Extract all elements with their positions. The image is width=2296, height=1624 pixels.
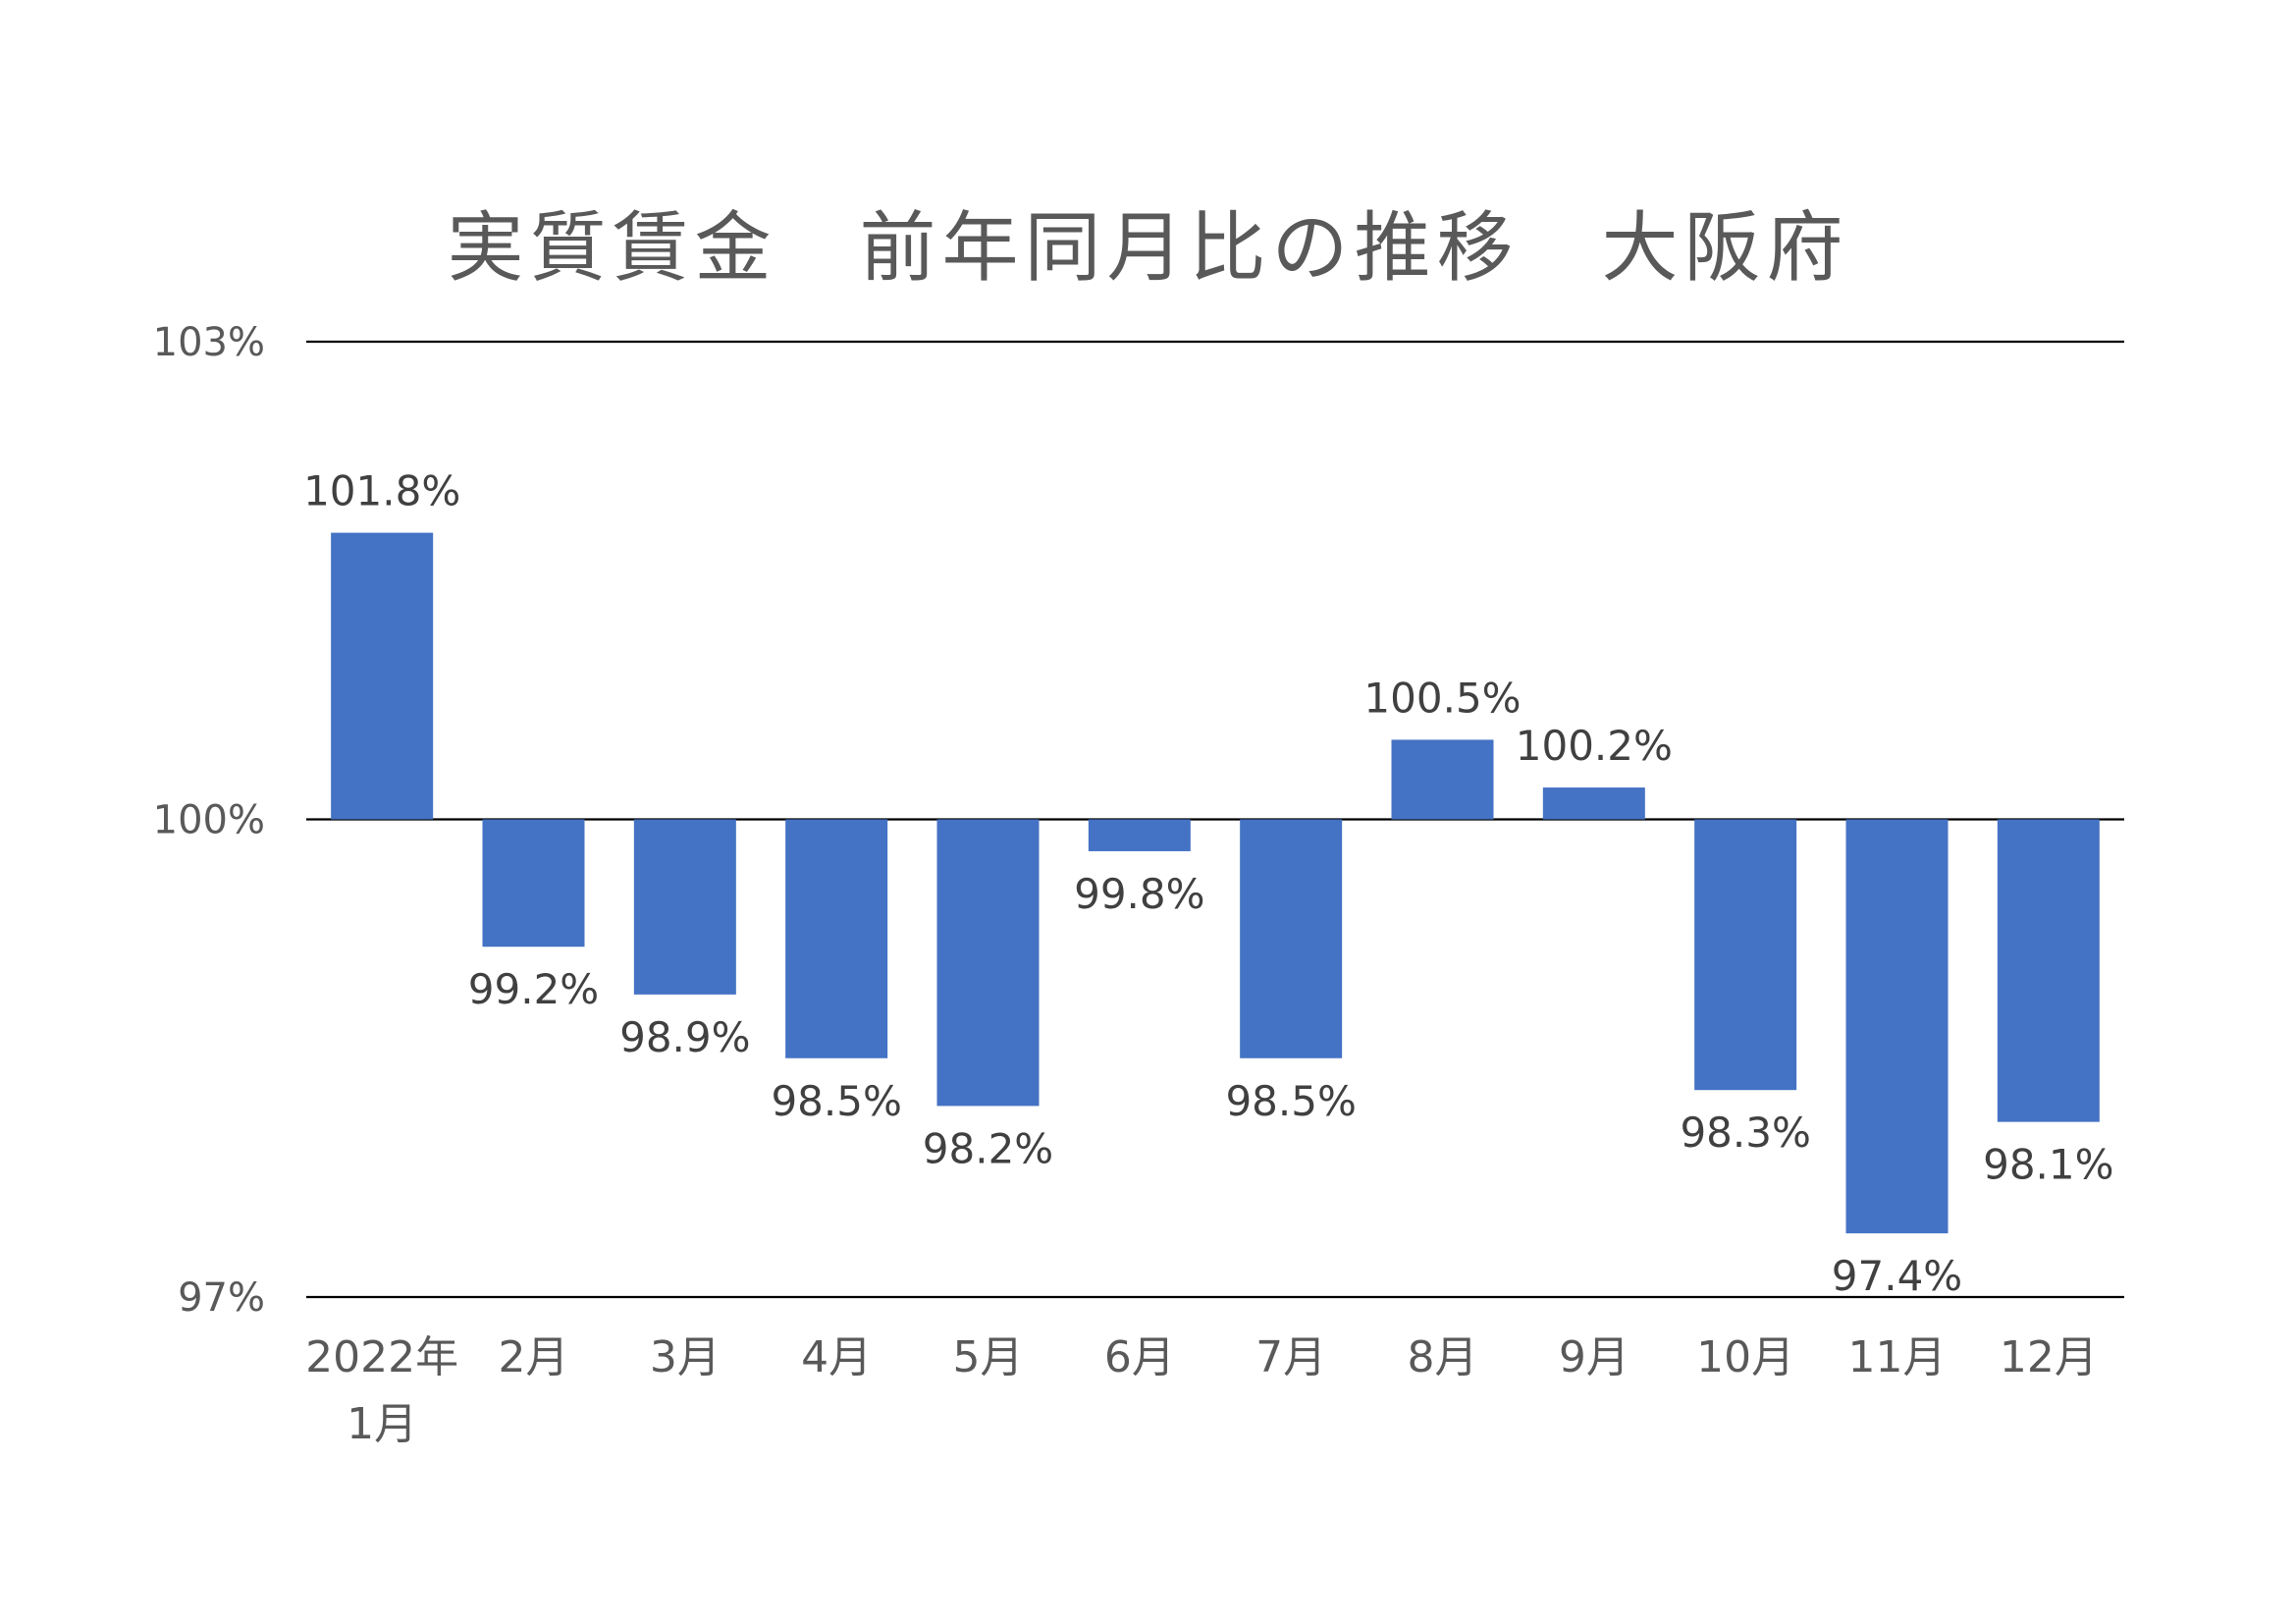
y-tick-label: 103% <box>153 320 265 365</box>
bar <box>1088 819 1191 851</box>
y-axis-ticks: 103% 100% 97% <box>153 320 265 1321</box>
data-label: 100.2% <box>1516 722 1673 770</box>
bar <box>1845 819 1949 1234</box>
data-label: 98.9% <box>619 1013 750 1061</box>
bars <box>331 532 2100 1234</box>
x-tick-label: 4月 <box>801 1332 872 1382</box>
chart-title: 実質賃金 前年同月比の推移 大阪府 <box>447 204 1849 293</box>
bar <box>1997 819 2100 1122</box>
y-tick-label: 100% <box>153 798 265 843</box>
bar <box>936 819 1040 1107</box>
data-label: 99.2% <box>468 965 599 1013</box>
bar <box>331 532 434 820</box>
gridlines <box>306 340 2124 1299</box>
x-axis-ticks: 2022年 1月 2月 3月 4月 5月 6月 7月 8月 9月 10月 11月 12月 <box>305 1332 2098 1449</box>
data-label: 100.5% <box>1363 674 1521 722</box>
x-tick-label: 12月 <box>2000 1332 2098 1382</box>
x-tick-label: 2022年 <box>305 1332 458 1382</box>
data-label: 98.2% <box>923 1124 1053 1172</box>
data-label: 98.1% <box>1983 1141 2113 1189</box>
bar <box>1240 819 1343 1058</box>
bar <box>1391 739 1494 820</box>
x-tick-label: 8月 <box>1408 1332 1478 1382</box>
data-label: 97.4% <box>1832 1252 1962 1300</box>
data-label: 98.5% <box>771 1077 901 1125</box>
bar <box>785 819 888 1058</box>
data-labels: 101.8% 99.2% 98.9% 98.5% 98.2% 99.8% 98.5% 100.… <box>303 467 2113 1301</box>
x-tick-label: 6月 <box>1104 1332 1175 1382</box>
x-tick-label: 7月 <box>1255 1332 1326 1382</box>
data-label: 98.3% <box>1680 1109 1810 1157</box>
x-tick-label: 1月 <box>347 1399 417 1449</box>
bar <box>633 819 736 995</box>
x-tick-label: 9月 <box>1559 1332 1629 1382</box>
x-tick-label: 3月 <box>650 1332 721 1382</box>
x-tick-label: 2月 <box>499 1332 569 1382</box>
data-label: 101.8% <box>303 467 460 515</box>
bar <box>482 819 585 947</box>
bar <box>1694 819 1797 1091</box>
data-label: 98.5% <box>1225 1077 1356 1125</box>
x-tick-label: 10月 <box>1696 1332 1794 1382</box>
bar <box>1542 787 1645 820</box>
x-tick-label: 11月 <box>1848 1332 1947 1382</box>
x-tick-label: 5月 <box>953 1332 1024 1382</box>
data-label: 99.8% <box>1074 870 1204 918</box>
y-tick-label: 97% <box>178 1275 265 1321</box>
